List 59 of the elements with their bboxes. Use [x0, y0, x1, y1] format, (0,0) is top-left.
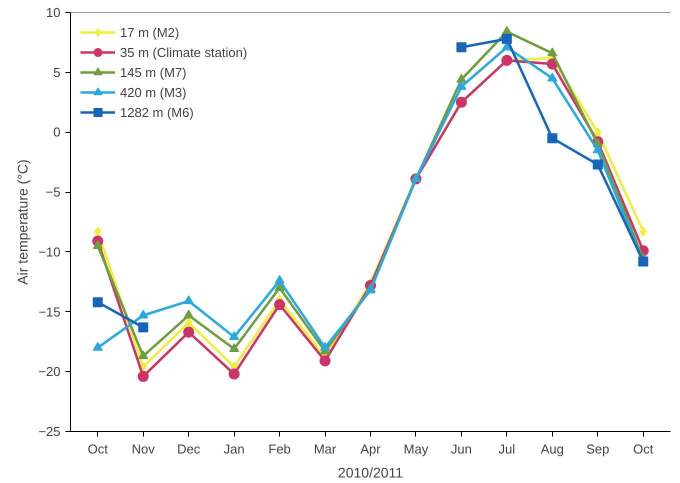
legend-label: 420 m (M3) — [120, 84, 186, 100]
point — [138, 310, 148, 318]
y-tick-label: 5 — [53, 64, 61, 80]
y-tick-label: −20 — [38, 364, 61, 380]
point — [320, 355, 331, 366]
point — [547, 133, 558, 144]
x-tick-label: Sep — [586, 442, 610, 456]
x-tick-label: Feb — [268, 442, 291, 456]
point — [274, 299, 286, 310]
point — [229, 343, 240, 352]
point — [138, 350, 148, 360]
x-tick-label: Mar — [314, 442, 337, 456]
point — [94, 226, 102, 237]
y-tick-label: −15 — [38, 304, 61, 320]
x-tick-label: Dec — [177, 442, 201, 456]
y-tick-label: −5 — [46, 184, 61, 200]
legend-label: 35 m (Climate station) — [120, 44, 248, 60]
x-tick-label: Jun — [450, 442, 472, 456]
point — [184, 310, 194, 318]
x-axis-title: 2010/2011 — [338, 464, 404, 480]
point — [92, 297, 103, 308]
y-tick-label: 10 — [46, 5, 61, 20]
point — [183, 326, 194, 338]
point — [228, 368, 240, 380]
point — [138, 322, 148, 332]
point — [547, 48, 558, 56]
point — [184, 295, 194, 304]
y-tick-label: −10 — [38, 244, 61, 260]
y-tick-label: 0 — [53, 124, 61, 140]
point — [229, 331, 240, 340]
point — [547, 72, 558, 82]
point — [592, 144, 603, 154]
point — [640, 226, 647, 237]
x-tick-label: Nov — [132, 442, 156, 456]
point — [456, 81, 466, 90]
point — [185, 318, 192, 328]
x-tick-label: Oct — [88, 442, 108, 456]
point — [456, 74, 466, 83]
x-tick-label: Apr — [360, 442, 382, 456]
point — [502, 34, 512, 44]
point — [274, 274, 285, 284]
y-axis-title: Air temperature (°C) — [14, 159, 30, 285]
point — [320, 342, 330, 351]
x-tick-label: Jan — [224, 442, 245, 456]
point — [138, 370, 149, 382]
point — [594, 127, 602, 138]
point — [92, 342, 103, 351]
legend-label: 17 m (M2) — [120, 24, 180, 40]
point — [456, 42, 466, 52]
legend-label: 1282 m (M6) — [120, 104, 194, 120]
legend-label: 145 m (M7) — [120, 64, 186, 80]
x-tick-label: Aug — [540, 442, 564, 456]
point — [274, 282, 285, 291]
x-tick-label: Oct — [633, 442, 654, 456]
point — [592, 160, 603, 170]
point — [92, 240, 103, 250]
x-tick-label: May — [404, 442, 429, 456]
x-tick-label: Jul — [498, 442, 516, 456]
y-tick-label: −25 — [38, 424, 61, 439]
